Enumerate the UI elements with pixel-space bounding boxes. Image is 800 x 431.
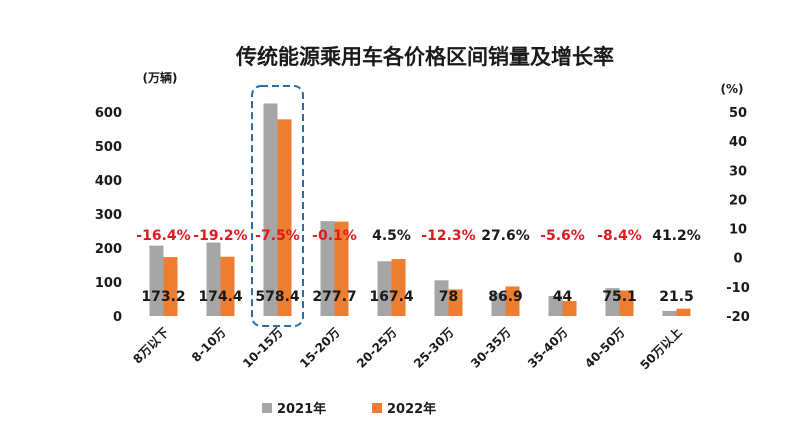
bar-2021 bbox=[377, 261, 392, 316]
category-label: 20-25万 bbox=[354, 325, 400, 371]
sales-value-label: 21.5 bbox=[659, 289, 694, 305]
left-tick-label: 300 bbox=[95, 208, 122, 223]
category-label: 40-50万 bbox=[582, 325, 628, 371]
sales-value-label: 167.4 bbox=[369, 289, 414, 305]
sales-value-label: 174.4 bbox=[198, 289, 243, 305]
sales-value-label: 173.2 bbox=[141, 289, 185, 305]
left-axis-unit: (万辆) bbox=[143, 70, 178, 85]
category-label: 35-40万 bbox=[525, 325, 571, 371]
growth-rate-label: -16.4% bbox=[136, 228, 190, 244]
growth-rate-label: 41.2% bbox=[652, 228, 701, 244]
legend: 2021年 2022年 bbox=[262, 401, 436, 417]
bars bbox=[149, 103, 691, 317]
sales-value-label: 44 bbox=[553, 289, 573, 305]
bar-2022 bbox=[277, 119, 292, 317]
sales-value-label: 86.9 bbox=[488, 289, 523, 305]
category-label: 50万以上 bbox=[637, 325, 685, 373]
right-tick-label: 50 bbox=[729, 106, 747, 121]
legend-swatch bbox=[262, 403, 272, 413]
growth-rate-label: -8.4% bbox=[597, 228, 642, 244]
legend-swatch bbox=[372, 403, 382, 413]
bar-2021 bbox=[434, 280, 449, 316]
growth-rate-label: -19.2% bbox=[193, 228, 247, 244]
bar-2022 bbox=[448, 289, 463, 316]
right-tick-label: 20 bbox=[729, 193, 747, 208]
bar-2021 bbox=[206, 242, 221, 316]
left-tick-label: 600 bbox=[95, 106, 122, 121]
bar-2021 bbox=[263, 103, 278, 316]
growth-rate-label: -12.3% bbox=[421, 228, 475, 244]
bar-2022 bbox=[334, 221, 349, 316]
category-label: 8万以下 bbox=[130, 325, 171, 366]
growth-rate-label: 27.6% bbox=[481, 228, 530, 244]
sales-value-label: 78 bbox=[439, 289, 458, 305]
value-labels: 173.2 174.4 578.4 277.7 167.4 78 86.9 44 75.1 21.… bbox=[141, 289, 693, 305]
bar-2022 bbox=[163, 257, 178, 316]
bar-2022 bbox=[505, 286, 520, 316]
right-tick-label: -20 bbox=[726, 310, 750, 325]
category-label: 10-15万 bbox=[240, 325, 286, 371]
bar-2022 bbox=[220, 256, 235, 316]
highlight-box bbox=[251, 85, 304, 327]
right-tick-label: 40 bbox=[729, 135, 747, 150]
growth-rate-labels: -16.4% -19.2% -7.5% -0.1% 4.5% -12.3% 27.6% -5.… bbox=[136, 228, 700, 244]
legend-label: 2021年 bbox=[277, 401, 326, 417]
left-tick-label: 400 bbox=[95, 174, 122, 189]
growth-rate-label: -0.1% bbox=[312, 228, 357, 244]
growth-rate-label: -5.6% bbox=[540, 228, 585, 244]
left-tick-label: 0 bbox=[113, 310, 122, 325]
sales-value-label: 277.7 bbox=[312, 289, 356, 305]
left-axis: 0 100 200 300 400 500 600 bbox=[95, 106, 122, 325]
bar-2021 bbox=[548, 295, 563, 316]
right-tick-label: 10 bbox=[729, 223, 747, 238]
bar-2021 bbox=[320, 221, 335, 316]
category-labels: 8万以下 8-10万 10-15万 15-20万 20-25万 25-30万 30-35万 3… bbox=[130, 325, 684, 373]
category-label: 30-35万 bbox=[468, 325, 514, 371]
sales-value-label: 578.4 bbox=[255, 289, 300, 305]
bar-2021 bbox=[662, 310, 677, 316]
right-tick-label: 0 bbox=[733, 252, 742, 267]
bar-2022 bbox=[676, 308, 691, 316]
left-tick-label: 200 bbox=[95, 242, 122, 257]
bar-2022 bbox=[562, 301, 577, 316]
legend-label: 2022年 bbox=[387, 401, 436, 417]
right-tick-label: 30 bbox=[729, 164, 747, 179]
right-axis: -20 -10 0 10 20 30 40 50 bbox=[726, 106, 750, 325]
category-label: 15-20万 bbox=[297, 325, 343, 371]
category-label: 25-30万 bbox=[411, 325, 457, 371]
left-tick-label: 500 bbox=[95, 140, 122, 155]
bar-2021 bbox=[491, 292, 506, 316]
right-axis-unit: (%) bbox=[721, 82, 744, 96]
bar-2022 bbox=[391, 259, 406, 316]
growth-rate-label: -7.5% bbox=[255, 228, 300, 244]
category-label: 8-10万 bbox=[189, 325, 229, 365]
left-tick-label: 100 bbox=[95, 276, 122, 291]
chart-title: 传统能源乘用车各价格区间销量及增长率 bbox=[235, 45, 614, 69]
growth-rate-label: 4.5% bbox=[372, 228, 411, 244]
bar-2021 bbox=[605, 288, 620, 316]
bar-2022 bbox=[619, 290, 634, 316]
bar-2021 bbox=[149, 245, 164, 316]
right-tick-label: -10 bbox=[726, 281, 750, 296]
sales-value-label: 75.1 bbox=[602, 289, 637, 305]
